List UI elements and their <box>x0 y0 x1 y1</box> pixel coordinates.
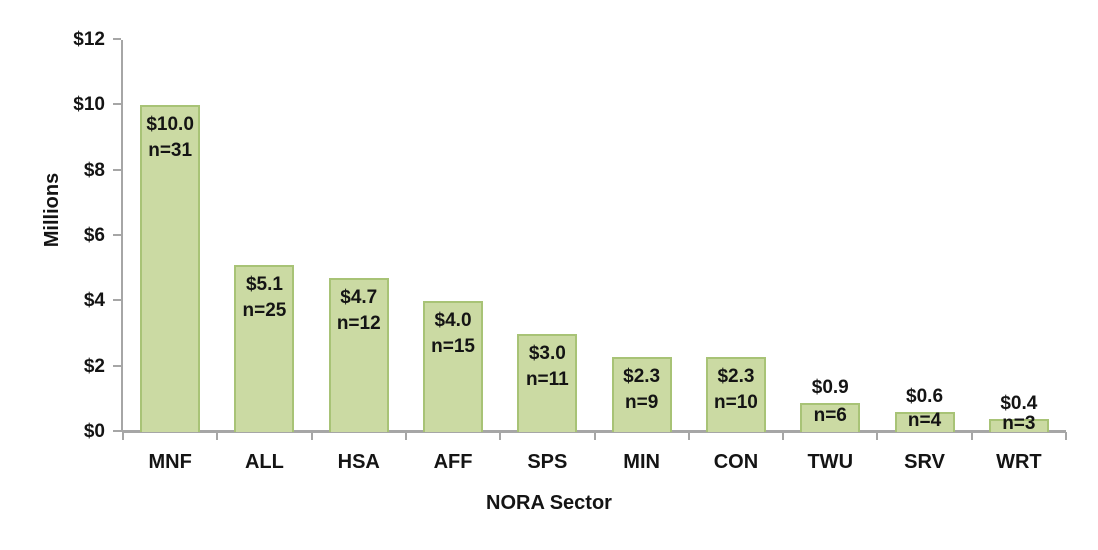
bar-srv <box>894 412 955 432</box>
bar-twu <box>800 402 861 432</box>
bar-value-label: $4.7 <box>340 287 378 309</box>
category-label-con: CON <box>713 451 759 473</box>
y-tick <box>113 38 121 40</box>
y-tick-label: $0 <box>83 421 105 442</box>
y-tick <box>113 430 121 432</box>
category-label-twu: TWU <box>807 451 854 473</box>
category-label-mnf: MNF <box>148 451 192 473</box>
x-tick <box>876 432 879 440</box>
y-tick <box>113 103 121 106</box>
x-tick <box>782 432 785 440</box>
bar-n-label: n=10 <box>714 391 758 413</box>
x-tick <box>216 432 219 440</box>
bar-con <box>705 356 766 432</box>
bar-value-label: $4.0 <box>434 310 472 332</box>
category-label-aff: AFF <box>433 451 473 473</box>
y-tick-label: $10 <box>73 94 105 116</box>
category-label-min: MIN <box>623 451 660 473</box>
bar-n-label: n=11 <box>525 369 569 390</box>
category-label-hsa: HSA <box>337 451 380 473</box>
bar-aff <box>423 301 484 432</box>
bar-all <box>234 265 295 432</box>
bar-n-label: n=31 <box>148 140 193 162</box>
x-tick <box>970 432 973 440</box>
bar-value-label: $2.3 <box>717 365 755 387</box>
y-tick <box>113 364 121 367</box>
x-tick <box>310 432 313 440</box>
y-tick-label: $4 <box>83 290 105 312</box>
x-tick <box>404 432 407 440</box>
category-label-sps: SPS <box>527 451 568 473</box>
bar-value-label: $0.9 <box>811 376 849 398</box>
bar-n-label: n=25 <box>242 300 287 322</box>
bar-n-label: n=9 <box>625 391 659 413</box>
category-label-wrt: WRT <box>996 451 1042 473</box>
x-tick <box>499 432 502 440</box>
bar-value-label: $10.0 <box>146 114 194 136</box>
bar-n-label: n=6 <box>813 405 847 427</box>
bar-value-label: $0.6 <box>906 386 944 408</box>
y-tick-label: $6 <box>83 225 105 246</box>
category-label-all: ALL <box>244 451 284 473</box>
bar-n-label: n=12 <box>336 313 381 335</box>
x-tick <box>593 432 596 440</box>
bar-n-label: n=3 <box>1002 413 1036 435</box>
y-tick-label: $8 <box>83 159 105 181</box>
y-axis-line <box>121 40 123 432</box>
bar-value-label: $0.4 <box>1000 392 1038 414</box>
bar-value-label: $3.0 <box>528 343 566 364</box>
bar-wrt <box>988 418 1049 432</box>
bar-n-label: n=15 <box>431 336 475 358</box>
bar-n-label: n=4 <box>907 410 942 432</box>
category-label-srv: SRV <box>904 451 945 473</box>
x-tick <box>687 432 690 440</box>
bar-value-label: $2.3 <box>623 365 661 387</box>
bar-mnf <box>140 105 201 432</box>
y-tick-label: $12 <box>73 29 105 50</box>
bar-hsa <box>328 278 389 432</box>
y-tick-label: $2 <box>83 355 105 377</box>
x-tick <box>1065 432 1067 440</box>
y-tick <box>113 234 121 236</box>
bar-min <box>611 356 672 432</box>
bar-value-label: $5.1 <box>245 274 283 296</box>
x-axis-line <box>123 430 1066 433</box>
x-tick <box>122 432 124 440</box>
y-tick <box>113 168 121 171</box>
bar-sps <box>517 334 578 432</box>
y-tick <box>113 299 121 302</box>
x-axis-title: NORA Sector <box>486 492 612 514</box>
